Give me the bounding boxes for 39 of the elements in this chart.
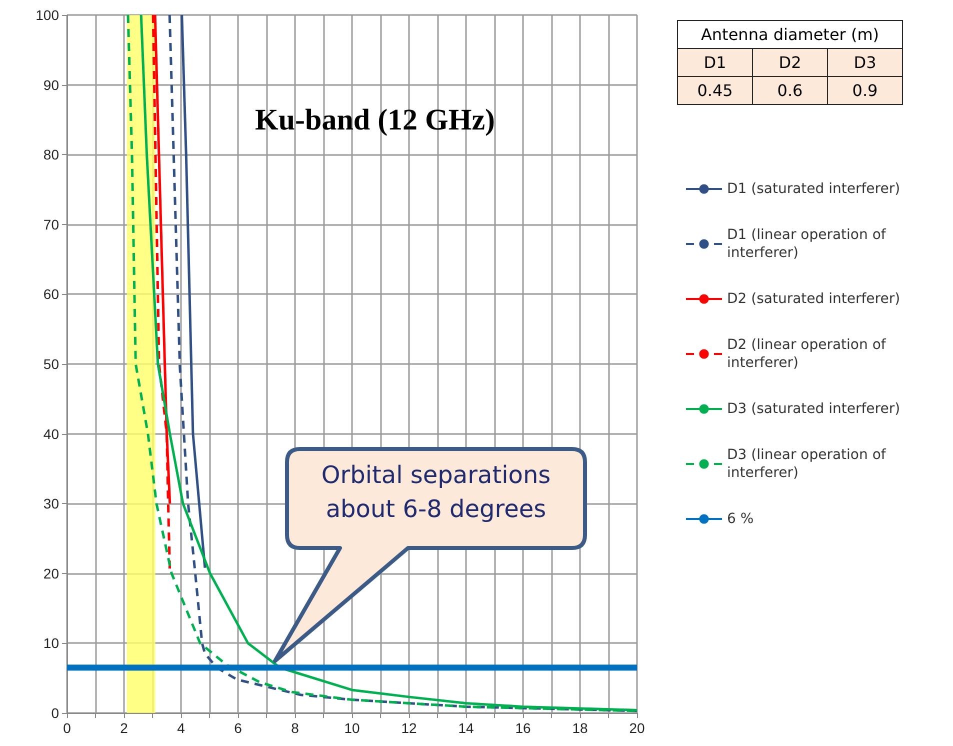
- legend-label: 6 %: [727, 511, 754, 527]
- text: 0.9: [828, 76, 902, 104]
- y-tick-label: 100: [36, 7, 60, 23]
- legend-label: D2 (saturated interferer): [727, 291, 900, 307]
- line-series: [180, 14, 206, 570]
- x-tick-label: 4: [177, 720, 186, 736]
- x-tick-label: 0: [63, 720, 72, 736]
- y-tick-label: 30: [43, 496, 60, 512]
- x-tick-label: 10: [344, 720, 360, 736]
- x-tick-label: 6: [234, 720, 242, 736]
- text: 0.45: [678, 76, 752, 104]
- legend-label: D3 (saturated interferer): [727, 401, 900, 417]
- x-tick-label: 14: [458, 720, 474, 736]
- y-tick-label: 60: [43, 286, 60, 302]
- y-tick-label: 70: [43, 216, 60, 232]
- y-tick-label: 80: [43, 146, 60, 163]
- x-tick-label: 16: [515, 720, 531, 736]
- x-tick-label: 20: [629, 720, 645, 736]
- legend-label: D2 (linear operation of interferer): [727, 337, 890, 371]
- x-tick-label: 2: [120, 720, 128, 736]
- text: 0.6: [752, 76, 828, 104]
- legend-label: D1 (linear operation of interferer): [727, 227, 890, 261]
- y-tick-label: 90: [43, 76, 60, 93]
- y-tick-label: 10: [43, 635, 60, 652]
- text: D2: [752, 48, 828, 76]
- text: D3: [828, 48, 902, 76]
- x-tick-label: 8: [291, 720, 300, 736]
- y-tick-label: 0: [51, 705, 60, 721]
- x-tick-label: 18: [572, 720, 588, 736]
- text: Ku-band (12 GHz): [255, 104, 496, 136]
- y-tick-label: 20: [43, 565, 60, 582]
- y-tick-label: 40: [43, 426, 60, 442]
- x-tick-label: 12: [401, 720, 417, 736]
- legend-label: D3 (linear operation of interferer): [727, 447, 890, 481]
- legend-label: D1 (saturated interferer): [727, 181, 900, 197]
- text: D1: [678, 48, 752, 76]
- text: Antenna diameter (m): [678, 20, 902, 48]
- annotation: Orbital separations about 6-8 degrees: [320, 460, 552, 525]
- y-tick-label: 50: [43, 356, 60, 372]
